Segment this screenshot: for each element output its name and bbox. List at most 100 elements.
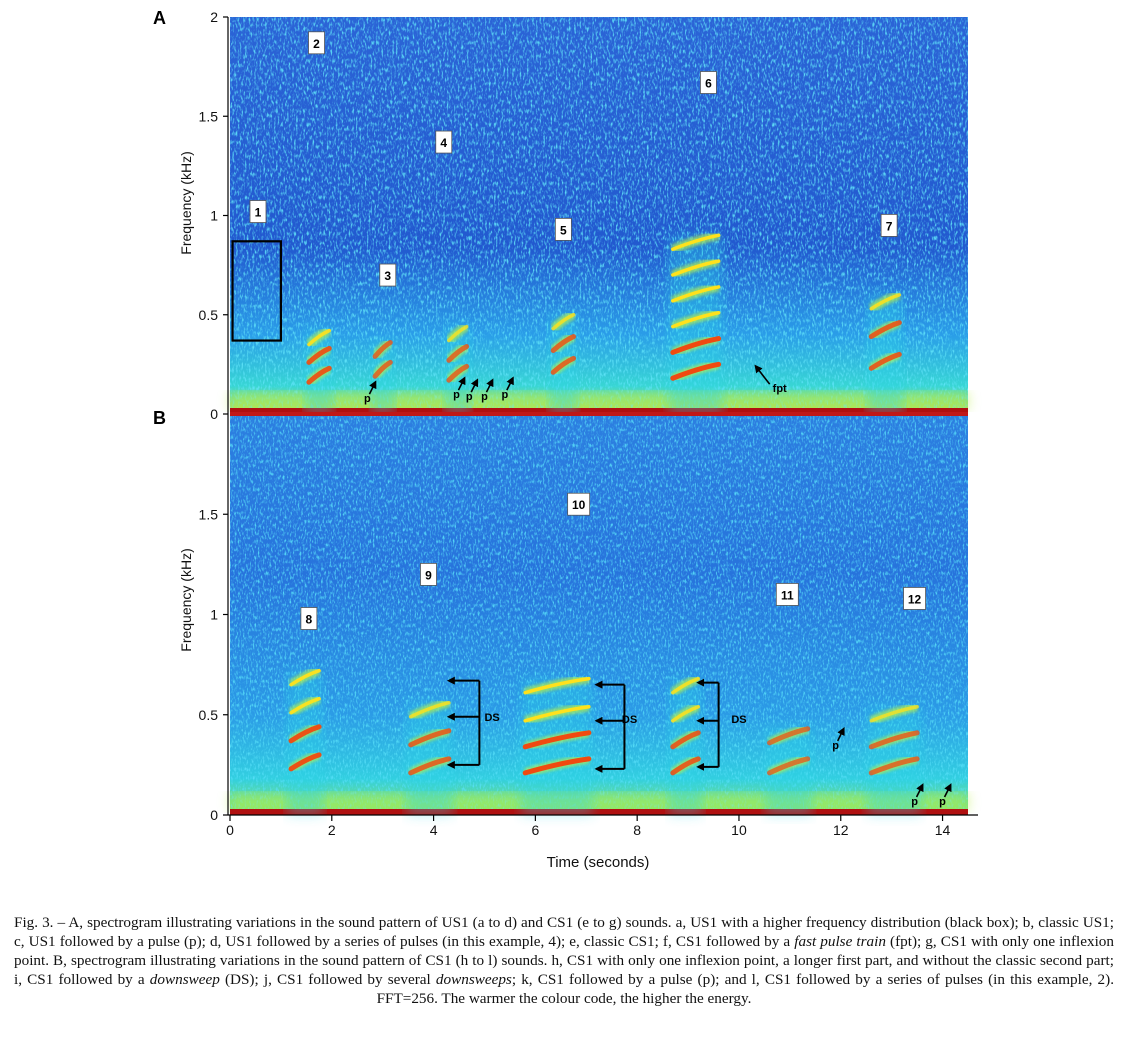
sound-label-number: 8	[306, 613, 313, 627]
harmonic-trace	[288, 724, 322, 744]
call	[304, 326, 334, 414]
annotation-label: DS	[731, 714, 746, 726]
call	[371, 338, 395, 414]
annotation: p	[453, 376, 466, 401]
call	[867, 290, 904, 414]
annotation: DS	[731, 714, 746, 726]
harmonic-trace	[671, 704, 700, 723]
sound-label-box	[420, 563, 437, 586]
sound-label-number: 6	[705, 77, 712, 91]
harmonic-trace	[671, 310, 721, 329]
harmonic-trace	[868, 351, 902, 371]
harmonic-trace	[289, 668, 321, 687]
call	[521, 674, 593, 815]
harmonic-trace	[670, 730, 701, 750]
harmonic-trace	[550, 355, 577, 375]
sound-label-number: 7	[886, 219, 893, 233]
sound-label: 4	[435, 130, 453, 154]
harmonic-trace	[522, 756, 592, 776]
sound-label-number: 10	[572, 498, 586, 512]
annotation: p	[501, 376, 514, 401]
sound-label-box	[700, 71, 717, 94]
y-tick-label: 0	[210, 406, 218, 422]
annotation: p	[911, 783, 924, 808]
spectrogram-energy-a	[230, 230, 968, 414]
zero-frequency-band	[230, 408, 968, 414]
zero-frequency-band	[230, 809, 968, 815]
annotation: p	[832, 727, 845, 752]
x-tick-label: 2	[328, 822, 336, 838]
sound-label: 6	[700, 71, 717, 94]
annotation-label: DS	[484, 712, 499, 724]
axis-b: 0 0.5 1 1.5 0 2 4 6 8 10 12 14	[199, 414, 978, 838]
call	[668, 230, 723, 414]
call	[406, 698, 453, 815]
annotation: p	[939, 783, 952, 808]
caption-text-2: (fpt); g, CS1 with only one inflexion po…	[14, 933, 1114, 988]
spectrogram-figure: A B Frequency (kHz) Frequency (kHz) Time…	[153, 8, 978, 871]
y-tick-label: 0.5	[199, 707, 219, 723]
annotation-label: p	[911, 796, 918, 808]
harmonic-trace	[869, 293, 902, 311]
sound-label-box	[300, 607, 318, 630]
sound-label-box	[308, 31, 325, 55]
y-tick-label: 0	[210, 807, 218, 823]
x-tick-label: 8	[633, 822, 641, 838]
annotation-arrow	[470, 378, 479, 393]
x-tick-label: 14	[935, 822, 951, 838]
annotation: p	[364, 380, 377, 405]
harmonic-trace	[550, 334, 577, 353]
sound-label-box	[249, 200, 267, 223]
harmonic-trace	[372, 340, 393, 359]
annotation-arrow	[915, 783, 924, 798]
caption-italic-fast-pulse-train: fast pulse train	[794, 933, 886, 950]
annotation-label: p	[481, 391, 488, 403]
caption-fig-label: Fig. 3.	[14, 914, 54, 931]
harmonic-trace	[868, 320, 902, 340]
annotation-label: fpt	[773, 383, 787, 395]
y-tick-label: 1.5	[199, 108, 219, 124]
annotation-label: p	[501, 389, 508, 401]
ds-bracket	[594, 680, 626, 773]
y-tick-label: 1	[210, 208, 218, 224]
spectrogram-noise-b	[230, 414, 968, 815]
harmonic-trace	[670, 336, 722, 355]
harmonic-trace	[671, 233, 721, 251]
caption-italic-downsweep: downsweep	[149, 971, 220, 988]
sound-label-box	[775, 583, 799, 606]
sound-label-box	[379, 263, 397, 287]
harmonic-trace	[288, 752, 322, 772]
sound-label-box	[567, 492, 591, 516]
harmonic-trace	[408, 700, 451, 719]
harmonic-trace	[670, 361, 722, 381]
y-tick-label: 2	[210, 9, 218, 25]
black-box	[231, 240, 282, 342]
low-frequency-band	[230, 793, 968, 811]
annotation-arrow	[457, 376, 466, 391]
x-tick-label: 12	[833, 822, 849, 838]
harmonic-trace	[670, 756, 701, 776]
call	[668, 674, 703, 815]
y-tick-label: 1.5	[199, 506, 219, 522]
harmonic-trace	[522, 730, 592, 750]
y-axis-label-b: Frequency (kHz)	[178, 548, 194, 651]
harmonic-trace	[523, 676, 591, 695]
annotation-label: p	[939, 796, 946, 808]
sound-label-number: 4	[440, 136, 447, 150]
y-axis-label-a: Frequency (kHz)	[178, 151, 194, 254]
harmonic-trace	[307, 328, 331, 347]
sound-label: 1	[249, 200, 267, 223]
call	[867, 702, 922, 815]
annotation: p	[466, 378, 479, 403]
x-axis-label: Time (seconds)	[547, 854, 650, 871]
sound-label: 12	[903, 587, 926, 610]
sound-label: 5	[554, 217, 572, 241]
caption-text-1: – A, spectrogram illustrating variations…	[14, 914, 1114, 950]
figure-caption: Fig. 3. – A, spectrogram illustrating va…	[14, 913, 1114, 1008]
caption-italic-downsweeps: downsweeps	[435, 971, 512, 988]
call	[549, 310, 578, 414]
caption-text-4: ; k, CS1 followed by a pulse (p); and l,…	[376, 971, 1114, 1007]
sound-label-number: 1	[255, 206, 262, 220]
harmonic-trace	[372, 359, 393, 379]
